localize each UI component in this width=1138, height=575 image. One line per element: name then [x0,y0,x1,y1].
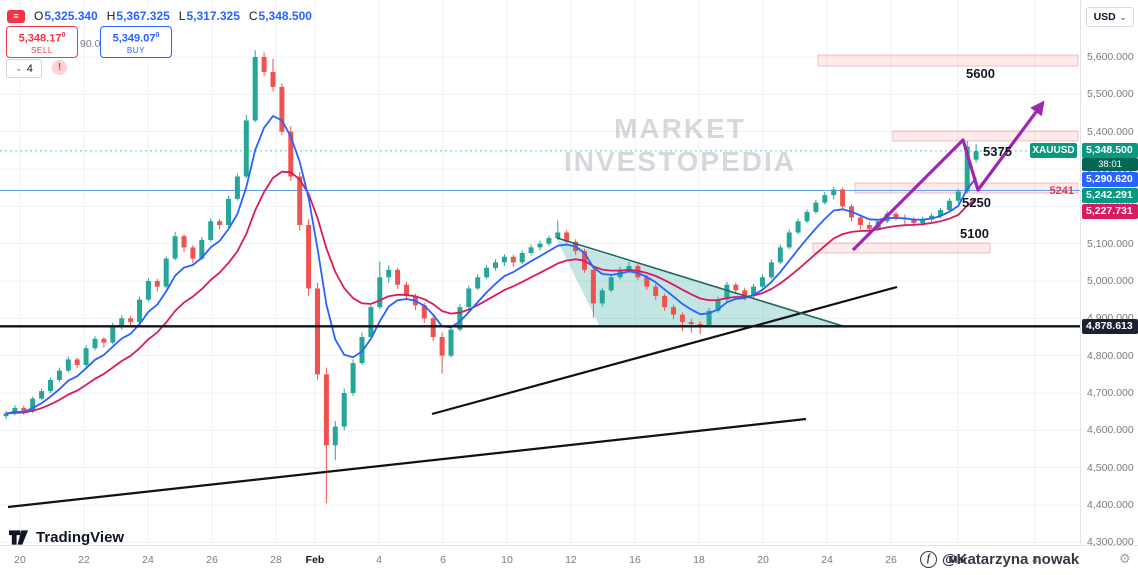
price-axis-label: 5,500.000 [1087,88,1134,101]
price-axis[interactable]: 5,600.0005,500.0005,400.0005,300.0005,20… [1080,0,1138,549]
ohlc-high: H5,367.325 [106,9,170,23]
price-axis-label: 4,300.000 [1087,536,1134,549]
price-axis-label: 4,500.000 [1087,461,1134,474]
chevron-down-icon: ⌄ [15,63,23,73]
ohlc-open: O5,325.340 [34,9,98,23]
sell-label: SELL [31,45,53,55]
time-axis-label: 16 [629,554,641,566]
floating-price-label: 5241 [1049,184,1074,197]
ma-slow-line [5,170,977,415]
chevron-down-icon: ⌄ [1119,12,1127,22]
price-tag-support: 4,878.613 [1082,318,1138,334]
trendlines [7,237,898,509]
time-axis-label: 18 [693,554,705,566]
time-axis-label: 26 [206,554,218,566]
timeframe-dropdown[interactable]: ⌄ 4 [6,59,42,78]
order-panel: 5,348.170 SELL 5,349.070 BUY [6,26,172,58]
time-axis-label: 24 [821,554,833,566]
sell-button[interactable]: 5,348.170 SELL [6,26,78,58]
tradingview-logo[interactable]: TradingView [8,527,124,548]
time-axis-label: Mar [948,554,968,566]
svg-text:5100: 5100 [960,226,989,241]
time-axis-label: 28 [270,554,282,566]
price-axis-label: 4,800.000 [1087,349,1134,362]
time-axis-label: 24 [142,554,154,566]
timeframe-value: 4 [26,62,33,75]
svg-text:5600: 5600 [966,66,995,81]
ohlc-legend: ≡ O5,325.340 H5,367.325 L5,317.325 C5,34… [7,9,312,23]
ohlc-close: C5,348.500 [248,9,312,23]
facebook-icon: f [920,551,937,568]
price-tag-ma-fast: 5,290.620 [1082,172,1138,188]
currency-dropdown[interactable]: USD ⌄ [1086,7,1134,27]
price-chart[interactable]: 5600 5375 5250 5100 [0,0,1080,545]
time-axis-label: Feb [305,554,325,566]
svg-text:5250: 5250 [962,195,991,210]
price-axis-label: 4,700.000 [1087,387,1134,399]
symbol-price-tag: XAUUSD [1030,143,1077,159]
price-tag-last-price: 5,348.500 [1082,143,1138,159]
time-axis-label: 12 [565,554,577,566]
legend-marker-icon: ≡ [7,9,25,23]
candlesticks [3,50,979,504]
axis-settings-icon[interactable]: ⚙ [1119,551,1131,566]
candle-countdown: 38:01 [1082,158,1138,172]
price-axis-label: 5,000.000 [1087,275,1134,287]
price-tag-level-line: 5,242.291 [1082,188,1138,204]
price-axis-label: 4,400.000 [1087,499,1134,511]
buy-label: BUY [126,45,146,55]
svg-text:5375: 5375 [983,144,1012,159]
grid-lines [0,0,1080,545]
ma-fast-line [5,115,977,415]
price-tag-ma-slow: 5,227.731 [1082,204,1138,220]
time-axis-label: 4 [1032,554,1038,566]
author-credit: f @Katarzyna nowak [920,551,1079,568]
time-axis-label: 20 [14,554,26,566]
ohlc-low: L5,317.325 [178,9,240,23]
sell-price: 5,348.170 [18,32,66,45]
alert-icon[interactable]: ! [52,60,67,75]
projection-arrow [851,100,1045,252]
price-axis-label: 5,100.000 [1087,237,1134,250]
currency-value: USD [1093,11,1116,23]
indicator-value: 90.0 [80,38,101,50]
price-axis-label: 5,600.000 [1087,51,1134,63]
time-axis[interactable]: 20 22 24 26 28 Feb 4 6 10 12 16 18 20 24 26 Mar 4 [0,545,1138,575]
level-labels: 5600 5375 5250 5100 [960,66,1012,241]
tradingview-logo-text: TradingView [36,529,125,546]
time-axis-label: 20 [757,554,769,566]
price-axis-label: 4,600.000 [1087,424,1134,437]
author-handle: @Katarzyna nowak [942,551,1080,568]
buy-price: 5,349.070 [112,32,160,45]
time-axis-label: 26 [885,554,897,566]
tradingview-logo-icon [8,530,29,545]
time-axis-label: 10 [501,554,513,566]
time-axis-label: 22 [78,554,90,566]
time-axis-label: 4 [376,554,382,566]
buy-button[interactable]: 5,349.070 BUY [100,26,172,58]
time-axis-label: 6 [440,554,446,566]
price-axis-label: 5,400.000 [1087,125,1134,138]
